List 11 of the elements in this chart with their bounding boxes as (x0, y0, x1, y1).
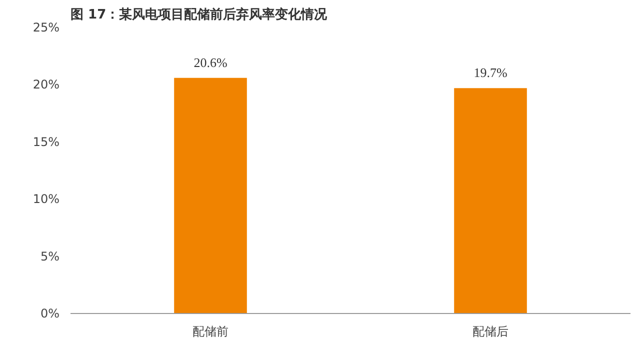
chart-title: 图 17：某风电项目配储前后弃风率变化情况 (70, 6, 328, 22)
x-tick-label: 配储后 (472, 324, 508, 338)
y-tick-label: 0% (40, 306, 60, 320)
y-tick-label: 25% (32, 20, 60, 34)
y-tick-label: 20% (32, 78, 60, 92)
data-label: 20.6% (194, 54, 228, 70)
y-tick-label: 10% (32, 192, 60, 206)
y-tick-label: 15% (32, 134, 60, 149)
x-tick-label: 配储前 (192, 324, 228, 338)
y-tick-label: 5% (40, 249, 60, 264)
data-label: 19.7% (474, 65, 508, 80)
